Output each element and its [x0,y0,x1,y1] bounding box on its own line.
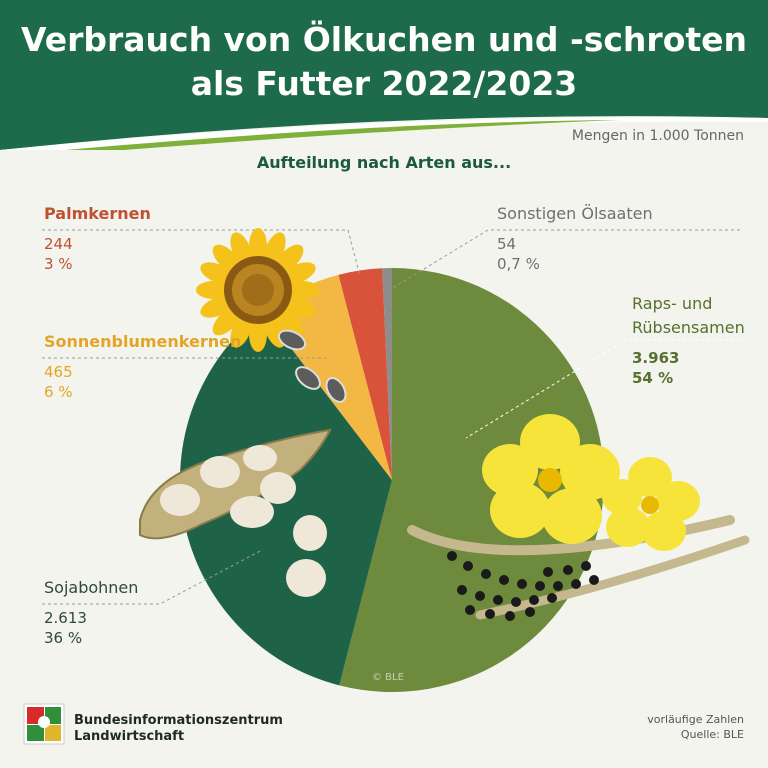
label-name: Palmkernen [44,204,151,223]
label-percent: 0,7 % [497,255,540,273]
label-name: Sonnenblumenkernen [44,332,242,351]
rapeseed-illustration [407,414,750,621]
rapeseed-grain [589,575,599,585]
rapeseed-grain [543,567,553,577]
source-note: Quelle: BLE [680,728,744,741]
pie-slice-sonstige [382,268,392,480]
rapeseed-grain [553,581,563,591]
sunflower-petal [284,281,320,299]
label-value: 465 [44,363,73,381]
pie-slice-palm [338,268,392,480]
ble-logo [23,703,65,745]
logo-line-1: Bundesinformationszentrum [74,713,283,728]
rapeseed-grain [581,561,591,571]
rapeseed-grain [485,609,495,619]
label-name: Sojabohnen [44,578,139,597]
title-line-2: als Futter 2022/2023 [190,64,578,103]
label-name: Sonstigen Ölsaaten [497,204,653,223]
rapeseed-grain [517,579,527,589]
rapeseed-grain [499,575,509,585]
rapeseed-grain [571,579,581,589]
rapeseed-grain [505,611,515,621]
rapeseed-grain [465,605,475,615]
label-sonstige-oelsaaten: Sonstigen Ölsaaten 54 0,7 % [497,204,653,274]
label-name: Raps- und Rübsensamen [632,294,745,337]
logo-text: Bundesinformationszentrum Landwirtschaft [74,713,283,745]
sunflower-petal [230,232,252,267]
logo-line-2: Landwirtschaft [74,729,185,744]
rapeseed-grain [563,565,573,575]
label-value: 3.963 [632,349,680,367]
label-percent: 3 % [44,255,73,273]
sunflower-petal [196,281,232,299]
provisional-note: vorläufige Zahlen [647,713,744,726]
sunflower-petal [281,262,316,284]
rapeseed-grain [457,585,467,595]
sunflower-petal [200,296,235,318]
label-palmkernen: Palmkernen 244 3 % [44,204,151,274]
title-line-1: Verbrauch von Ölkuchen und -schroten [20,20,748,59]
chart-subtitle: Aufteilung nach Arten aus... [256,153,512,172]
leader-lines [42,229,740,605]
leader-line-raps [465,339,740,439]
rapeseed-grain [511,597,521,607]
label-sonnenblumenkernen: Sonnenblumenkernen 465 6 % [44,332,241,402]
leader-line-sonst [385,229,740,293]
sunflower-petal [249,316,267,352]
leader-line-palm [42,229,361,277]
label-sojabohnen: Sojabohnen 2.613 36 % [44,578,138,648]
page-title: Verbrauch von Ölkuchen und -schroten als… [0,18,768,106]
soybean-illustration [139,428,332,597]
rapeseed-grain [481,569,491,579]
units-note: Mengen in 1.000 Tonnen [571,128,744,144]
copyright-note: © BLE [372,672,404,683]
label-percent: 54 % [632,369,674,387]
label-value: 2.613 [44,609,87,627]
label-percent: 6 % [44,383,73,401]
label-percent: 36 % [44,629,83,647]
label-value: 244 [44,235,73,253]
label-raps: Raps- und Rübsensamen 3.963 54 % [632,292,762,388]
label-value: 54 [497,235,517,253]
rapeseed-grain [493,595,503,605]
footer-note: vorläufige Zahlen Quelle: BLE [647,712,744,742]
rapeseed-grain [475,591,485,601]
rapeseed-grain [525,607,535,617]
sunflower-illustration [196,228,347,403]
rapeseed-grain [529,595,539,605]
rapeseed-grain [463,561,473,571]
sunflower-petal [249,228,267,264]
leader-line-soja [42,549,263,605]
rapeseed-grain [547,593,557,603]
rapeseed-grain [535,581,545,591]
rapeseed-grain [447,551,457,561]
header-band [0,0,768,150]
